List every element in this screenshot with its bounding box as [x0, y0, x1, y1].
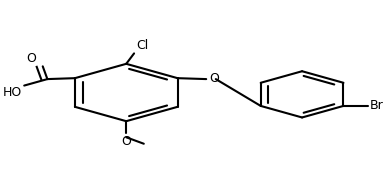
Text: O: O — [121, 135, 131, 148]
Text: O: O — [26, 52, 36, 65]
Text: Br: Br — [369, 99, 383, 112]
Text: Cl: Cl — [136, 39, 148, 53]
Text: O: O — [209, 72, 219, 85]
Text: HO: HO — [3, 87, 22, 100]
